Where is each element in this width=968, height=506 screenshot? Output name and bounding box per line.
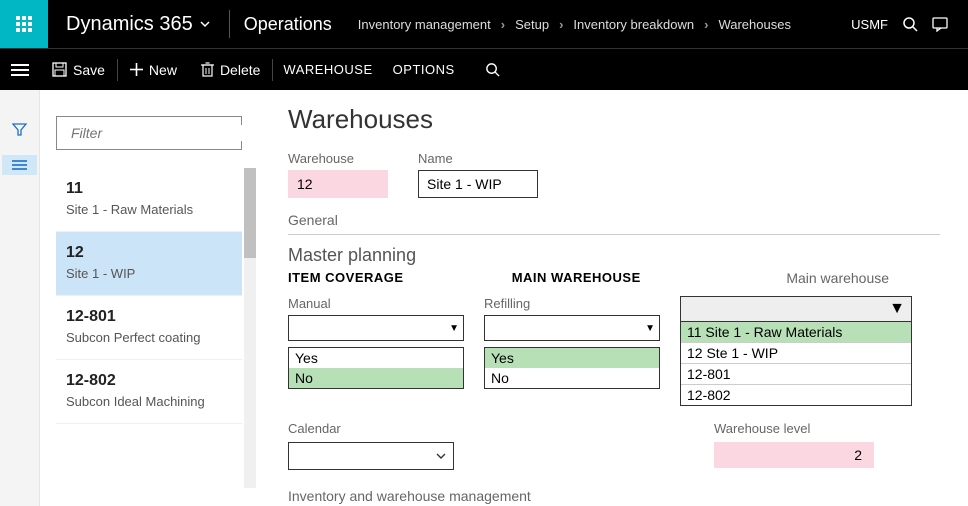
feedback-icon[interactable] <box>932 16 948 32</box>
left-rail <box>0 90 40 506</box>
company-code[interactable]: USMF <box>851 17 888 32</box>
trash-icon <box>201 62 214 77</box>
breadcrumb-item[interactable]: Inventory breakdown <box>573 17 694 32</box>
search-icon <box>485 62 500 77</box>
manual-select[interactable]: ▼ <box>288 315 464 341</box>
breadcrumb-item[interactable]: Inventory management <box>358 17 491 32</box>
inventory-section[interactable]: Inventory and warehouse management <box>288 488 940 504</box>
warehouse-desc: Site 1 - Raw Materials <box>66 202 232 217</box>
list-item[interactable]: 12-801 Subcon Perfect coating <box>56 296 242 360</box>
save-icon <box>52 62 67 77</box>
module-label: Operations <box>234 14 350 35</box>
warehouse-code: 12 <box>66 244 232 262</box>
warehouse-value[interactable]: 12 <box>288 170 388 198</box>
dropdown-arrow-icon: ▼ <box>645 323 655 334</box>
filter-box[interactable] <box>56 116 242 150</box>
plus-icon <box>130 63 143 76</box>
warehouse-level-value[interactable]: 2 <box>714 442 874 468</box>
main-warehouse-head: MAIN WAREHOUSE <box>512 270 676 286</box>
dropdown-option[interactable]: 11 Site 1 - Raw Materials <box>681 322 911 342</box>
app-launcher[interactable] <box>0 0 48 48</box>
dropdown-option[interactable]: 12-801 <box>681 363 911 384</box>
refilling-select[interactable]: ▼ <box>484 315 660 341</box>
breadcrumb-item[interactable]: Setup <box>515 17 549 32</box>
waffle-icon <box>16 16 32 32</box>
warehouse-desc: Subcon Perfect coating <box>66 330 232 345</box>
breadcrumb-item[interactable]: Warehouses <box>718 17 791 32</box>
master-planning-title: Master planning <box>288 245 940 266</box>
list-item[interactable]: 11 Site 1 - Raw Materials <box>56 168 242 232</box>
item-coverage-head: ITEM COVERAGE <box>288 270 452 286</box>
search-action[interactable] <box>473 49 512 90</box>
new-label: New <box>149 62 177 78</box>
list-item[interactable]: 12 Site 1 - WIP <box>56 232 242 296</box>
warehouse-level-label: Warehouse level <box>714 421 810 436</box>
calendar-label: Calendar <box>288 421 341 436</box>
tab-warehouse[interactable]: WAREHOUSE <box>273 62 382 77</box>
filter-input[interactable] <box>71 125 253 141</box>
detail-pane: Warehouses Warehouse 12 Name Site 1 - WI… <box>260 90 968 506</box>
menu-icon[interactable] <box>0 63 40 77</box>
dropdown-option[interactable]: 12 Ste 1 - WIP <box>681 342 911 363</box>
list-pane: 11Site 1 - Raw Materials12Site 1 - WIP12… <box>40 90 260 506</box>
dropdown-option[interactable]: Yes <box>485 348 659 368</box>
page-title: Warehouses <box>288 104 940 135</box>
search-icon[interactable] <box>902 16 918 32</box>
manual-label: Manual <box>288 296 464 311</box>
dropdown-option[interactable]: No <box>485 368 659 388</box>
brand-dropdown[interactable]: Dynamics 365 <box>48 13 225 36</box>
refilling-label: Refilling <box>484 296 660 311</box>
dropdown-option[interactable]: No <box>289 368 463 388</box>
warehouse-code: 12-802 <box>66 372 232 390</box>
warehouse-code: 12-801 <box>66 308 232 326</box>
new-button[interactable]: New <box>118 49 189 90</box>
breadcrumb: Inventory management › Setup › Inventory… <box>358 17 791 32</box>
dropdown-arrow-icon: ▼ <box>449 323 459 334</box>
chevron-down-icon <box>435 450 447 462</box>
warehouse-code: 11 <box>66 180 232 198</box>
delete-label: Delete <box>220 62 260 78</box>
save-label: Save <box>73 62 105 78</box>
calendar-select[interactable] <box>288 442 454 470</box>
scrollbar[interactable] <box>244 168 256 488</box>
dropdown-option[interactable]: Yes <box>289 348 463 368</box>
main-warehouse-label: Main warehouse <box>735 270 940 286</box>
scrollbar-thumb[interactable] <box>244 168 256 258</box>
warehouse-desc: Site 1 - WIP <box>66 266 232 281</box>
chevron-down-icon <box>199 18 211 30</box>
main-warehouse-select[interactable]: ▼ <box>680 296 912 322</box>
save-button[interactable]: Save <box>40 49 117 90</box>
filter-icon[interactable] <box>12 122 27 137</box>
delete-button[interactable]: Delete <box>189 49 272 90</box>
list-item[interactable]: 12-802 Subcon Ideal Machining <box>56 360 242 424</box>
name-label: Name <box>418 151 538 166</box>
name-value[interactable]: Site 1 - WIP <box>418 170 538 198</box>
warehouse-label: Warehouse <box>288 151 388 166</box>
dropdown-arrow-icon: ▼ <box>889 300 905 318</box>
divider <box>229 10 230 38</box>
chevron-right-icon: › <box>501 17 505 32</box>
general-section[interactable]: General <box>288 212 940 235</box>
chevron-right-icon: › <box>704 17 708 32</box>
brand-label: Dynamics 365 <box>66 13 193 36</box>
tab-options[interactable]: OPTIONS <box>383 62 465 77</box>
warehouse-desc: Subcon Ideal Machining <box>66 394 232 409</box>
dropdown-option[interactable]: 12-802 <box>681 384 911 405</box>
list-view-icon[interactable] <box>2 155 37 175</box>
chevron-right-icon: › <box>559 17 563 32</box>
